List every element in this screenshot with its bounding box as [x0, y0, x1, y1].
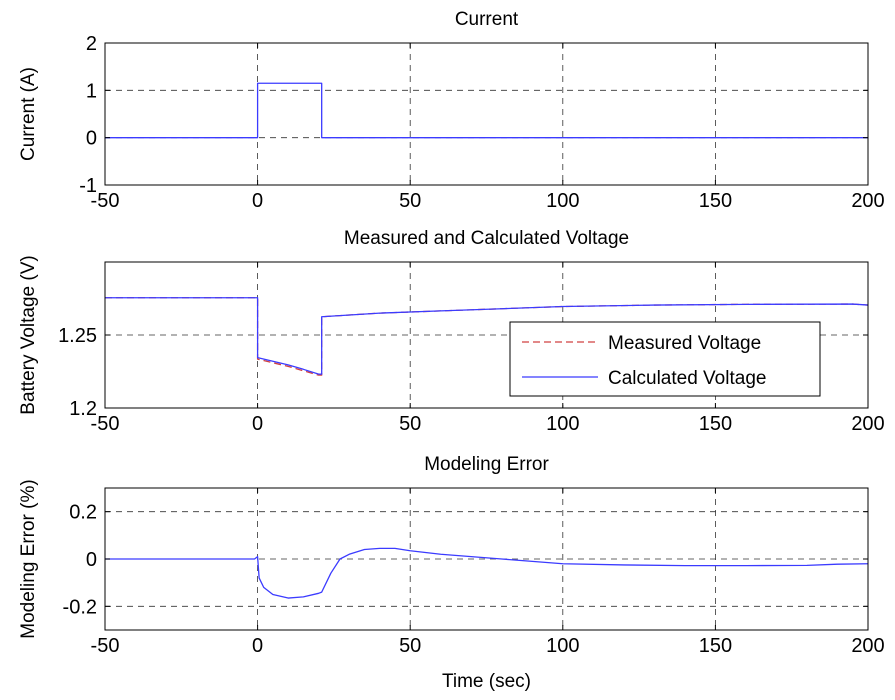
panel-3: -50 0 50 100 150 200 -0.2 0 0.2 Modeling Error Mod… [18, 454, 885, 692]
x-tick-label: 50 [399, 413, 421, 435]
x-tick-label: 100 [546, 635, 579, 657]
y-tick-label: 2 [86, 33, 97, 55]
legend-label-2: Calculated Voltage [608, 368, 766, 389]
series-line-2 [105, 297, 869, 375]
x-tick-label: 150 [699, 635, 732, 657]
x-tick-label: 50 [399, 190, 421, 212]
y-axis-label: Battery Voltage (V) [18, 255, 39, 414]
legend-label-1: Measured Voltage [608, 333, 761, 354]
chart-title: Measured and Calculated Voltage [344, 228, 629, 249]
x-tick-label: 0 [252, 190, 263, 212]
x-tick-label: 100 [546, 413, 579, 435]
y-tick-label: 1.2 [69, 398, 97, 420]
x-tick-label: 50 [399, 635, 421, 657]
series-line-1 [105, 547, 869, 599]
y-tick-label: 0 [86, 549, 97, 571]
chart-title: Current [455, 9, 519, 30]
x-tick-label: 200 [851, 190, 884, 212]
y-axis-label: Modeling Error (%) [18, 479, 39, 638]
x-tick-label: 0 [252, 635, 263, 657]
x-tick-label: 150 [699, 413, 732, 435]
panel-2: -50 0 50 100 150 200 1.2 1.25 Measured and Calcu… [18, 228, 885, 435]
y-tick-label: 0 [86, 128, 97, 150]
x-tick-label: 200 [851, 635, 884, 657]
panel-1: -50 0 50 100 150 200 -1 0 1 2 Current Current (A) [18, 9, 885, 212]
plot-area [105, 43, 868, 185]
x-axis-label: Time (sec) [442, 671, 531, 692]
y-tick-label: -1 [79, 175, 97, 197]
x-tick-label: 0 [252, 413, 263, 435]
legend-box [509, 321, 821, 397]
series-line-1 [105, 82, 868, 139]
x-tick-label: -50 [91, 635, 120, 657]
y-tick-label: -0.2 [63, 596, 97, 618]
series-line-1 [105, 297, 869, 376]
y-tick-label: 0.2 [69, 502, 97, 524]
x-tick-label: 150 [699, 190, 732, 212]
chart-title: Modeling Error [424, 454, 549, 475]
x-tick-label: 100 [546, 190, 579, 212]
x-tick-label: -50 [91, 190, 120, 212]
x-tick-label: -50 [91, 413, 120, 435]
axes-frame [104, 42, 869, 186]
y-axis-label: Current (A) [18, 67, 39, 161]
y-tick-label: 1.25 [58, 325, 97, 347]
y-tick-label: 1 [86, 80, 97, 102]
legend: Measured Voltage Calculated Voltage [509, 321, 821, 397]
x-tick-label: 200 [851, 413, 884, 435]
